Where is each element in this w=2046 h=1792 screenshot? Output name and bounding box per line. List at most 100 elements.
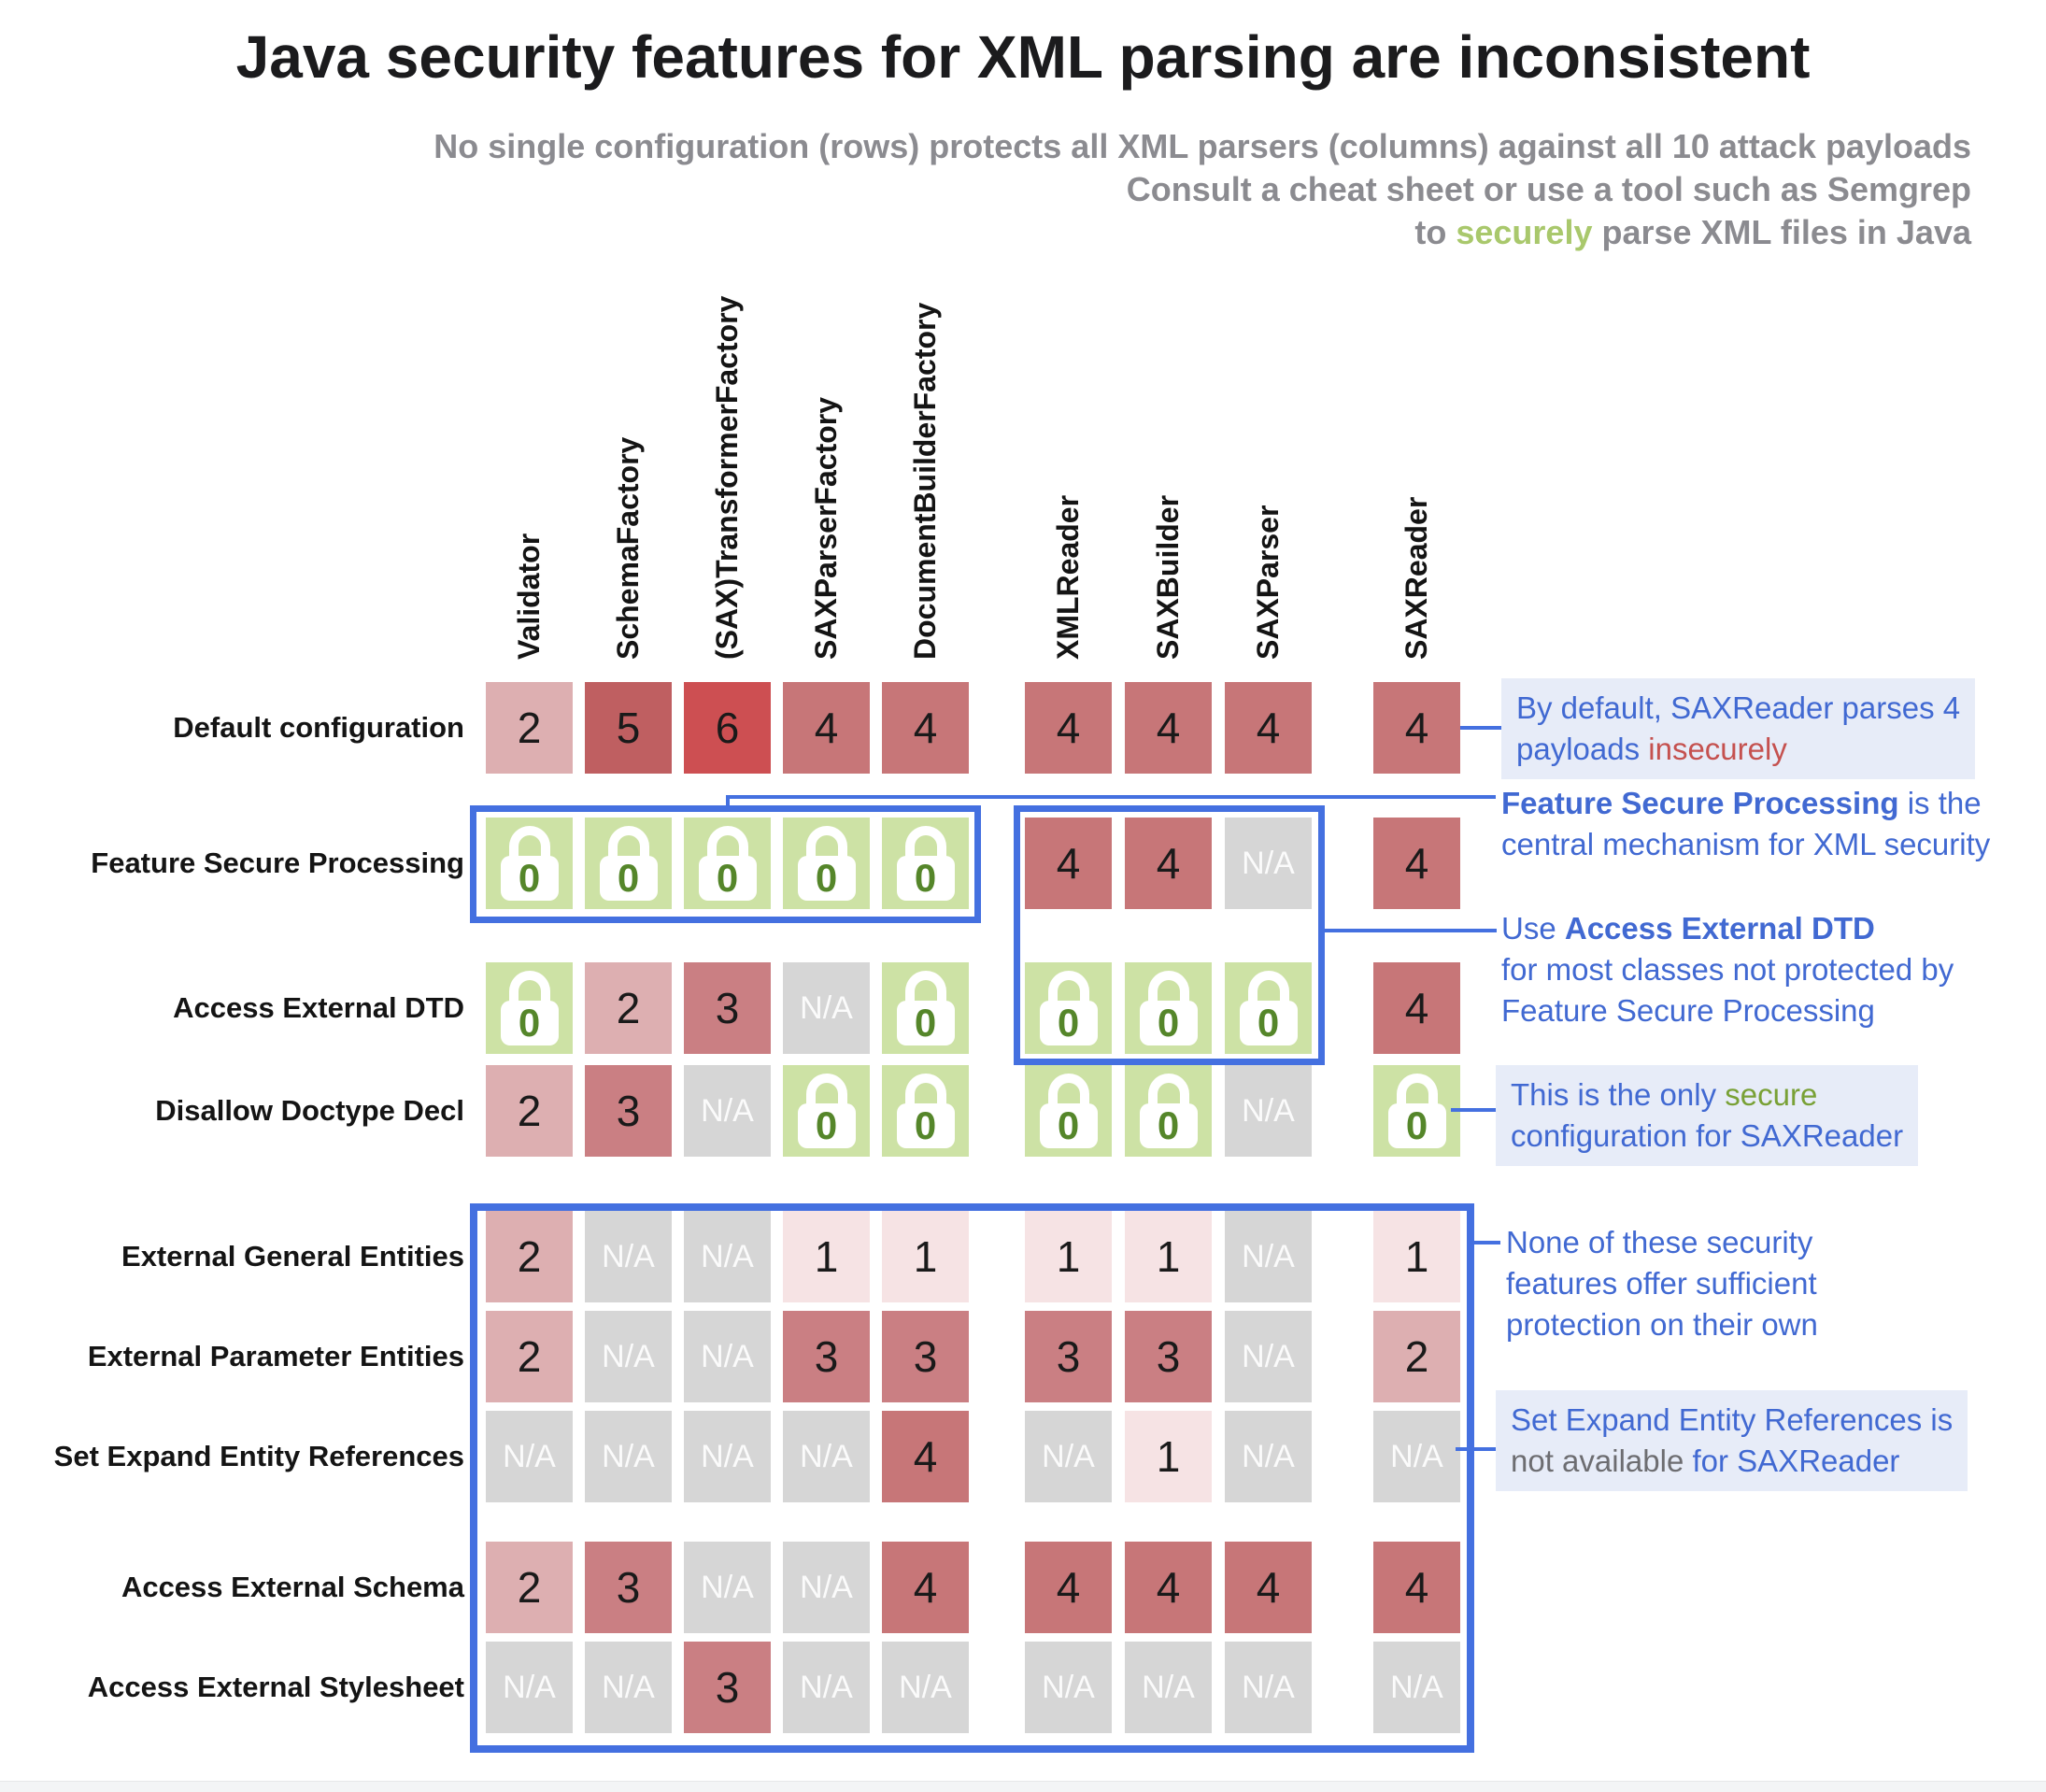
heatmap-cell: 3 (882, 1311, 969, 1402)
heatmap-cell: 3 (1125, 1311, 1212, 1402)
annotation-insufficient-protection: None of these security features offer su… (1506, 1225, 1818, 1342)
connector-secure-saxreader (1451, 1108, 1499, 1112)
secure-highlight: secure (1725, 1077, 1818, 1112)
heatmap-cell: N/A (585, 1311, 672, 1402)
heatmap-cell: 2 (1373, 1311, 1460, 1402)
highlight-box-insufficient-features (470, 1203, 1474, 1753)
heatmap-cell: 2 (486, 1065, 573, 1157)
highlight-box-xmlreader-saxbuilder-saxparser (1014, 805, 1325, 1065)
heatmap-cell: 0 (1373, 1065, 1460, 1157)
annotation-expand-entity-na: Set Expand Entity References is not avai… (1496, 1390, 1968, 1491)
column-header: XMLReader (1051, 494, 1085, 660)
lock-icon: 0 (500, 826, 559, 901)
page-title: Java security features for XML parsing a… (235, 23, 1811, 91)
securely-highlight: securely (1456, 213, 1593, 251)
column-header: SAXBuilder (1151, 494, 1185, 660)
heatmap-cell: N/A (783, 1642, 870, 1733)
annotation-default-saxreader: By default, SAXReader parses 4 payloads … (1501, 678, 1976, 779)
heatmap-cell: N/A (1225, 1211, 1312, 1302)
heatmap-cell: N/A (585, 1642, 672, 1733)
heatmap-cell: 3 (684, 1642, 771, 1733)
heatmap-cell: 0 (1125, 962, 1212, 1054)
lock-icon: 0 (1139, 971, 1198, 1045)
heatmap-cell: 4 (1373, 962, 1460, 1054)
lock-icon: 0 (698, 826, 757, 901)
connector-expand-entity-na (1456, 1447, 1499, 1451)
heatmap-cell: 4 (1373, 818, 1460, 909)
heatmap-cell: 0 (1025, 1065, 1112, 1157)
heatmap-cell: 6 (684, 682, 771, 774)
heatmap-cell: N/A (1225, 1065, 1312, 1157)
heatmap-cell: N/A (882, 1642, 969, 1733)
lock-icon: 0 (797, 1074, 856, 1148)
heatmap-cell: N/A (1373, 1642, 1460, 1733)
subtitle-line-1: No single configuration (rows) protects … (433, 127, 1971, 165)
heatmap-cell: 2 (486, 1311, 573, 1402)
heatmap-cell: 4 (1125, 818, 1212, 909)
heatmap-cell: N/A (1225, 818, 1312, 909)
heatmap-cell: N/A (684, 1311, 771, 1402)
heatmap-cell: 4 (1373, 1542, 1460, 1633)
heatmap-cell: 3 (783, 1311, 870, 1402)
annotation-only-secure-saxreader: This is the only secure configuration fo… (1496, 1065, 1919, 1166)
subtitle: No single configuration (rows) protects … (433, 125, 1971, 254)
row-label: External Parameter Entities (87, 1340, 464, 1372)
row-label: Feature Secure Processing (91, 846, 464, 879)
heatmap-cell: 0 (1125, 1065, 1212, 1157)
heatmap-cell: N/A (486, 1642, 573, 1733)
heatmap-cell: 0 (486, 818, 573, 909)
heatmap-cell: 4 (1025, 682, 1112, 774)
column-header: Validator (512, 533, 546, 660)
heatmap-cell: N/A (486, 1411, 573, 1502)
subtitle-line-2: Consult a cheat sheet or use a tool such… (1126, 170, 1971, 208)
heatmap-cell: 0 (1025, 962, 1112, 1054)
heatmap-cell: N/A (783, 962, 870, 1054)
heatmap-cell: N/A (684, 1211, 771, 1302)
connector-access-external-dtd (1325, 929, 1497, 932)
column-header: SAXParserFactory (809, 396, 843, 660)
heatmap-cell: 4 (1125, 1542, 1212, 1633)
heatmap-cell: 3 (585, 1065, 672, 1157)
lock-icon: 0 (500, 971, 559, 1045)
lock-icon: 0 (1139, 1074, 1198, 1148)
heatmap-cell: 2 (486, 1542, 573, 1633)
heatmap-cell: 3 (684, 962, 771, 1054)
heatmap-cell: 4 (882, 1411, 969, 1502)
highlight-box-feature-secure-processing (470, 805, 981, 923)
heatmap-cell: 4 (1025, 1542, 1112, 1633)
heatmap-cell: 0 (783, 818, 870, 909)
row-label: Set Expand Entity References (53, 1440, 464, 1472)
subtitle-line-3: to securely parse XML files in Java (1414, 213, 1971, 251)
not-available-highlight: not available (1511, 1444, 1684, 1478)
heatmap-cell: 4 (783, 682, 870, 774)
heatmap-cell: 1 (882, 1211, 969, 1302)
heatmap-cell: 4 (1025, 818, 1112, 909)
lock-icon: 0 (896, 1074, 955, 1148)
heatmap-cell: N/A (684, 1065, 771, 1157)
heatmap-cell: 4 (882, 1542, 969, 1633)
heatmap-cell: 1 (1373, 1211, 1460, 1302)
heatmap-cell: 1 (1025, 1211, 1112, 1302)
heatmap-cell: 0 (882, 962, 969, 1054)
annotation-feature-secure-processing: Feature Secure Processing is the central… (1501, 786, 1991, 861)
heatmap-cell: 4 (882, 682, 969, 774)
heatmap-cell: 0 (783, 1065, 870, 1157)
row-label: Access External DTD (173, 991, 464, 1024)
heatmap-cell: N/A (783, 1542, 870, 1633)
heatmap-cell: 0 (882, 1065, 969, 1157)
annotation-access-external-dtd: Use Access External DTD for most classes… (1501, 911, 1954, 1028)
row-label: Access External Stylesheet (87, 1671, 464, 1703)
lock-icon: 0 (797, 826, 856, 901)
lock-icon: 0 (1039, 1074, 1098, 1148)
row-label: Access External Schema (121, 1571, 464, 1603)
column-header: DocumentBuilderFactory (908, 302, 942, 660)
column-header: SAXParser (1251, 505, 1285, 660)
heatmap-cell: N/A (1025, 1642, 1112, 1733)
row-label: Default configuration (173, 711, 464, 744)
heatmap-cell: 0 (684, 818, 771, 909)
heatmap-cell: 0 (585, 818, 672, 909)
heatmap-cell: N/A (585, 1211, 672, 1302)
heatmap-cell: 3 (1025, 1311, 1112, 1402)
heatmap-cell: 0 (882, 818, 969, 909)
